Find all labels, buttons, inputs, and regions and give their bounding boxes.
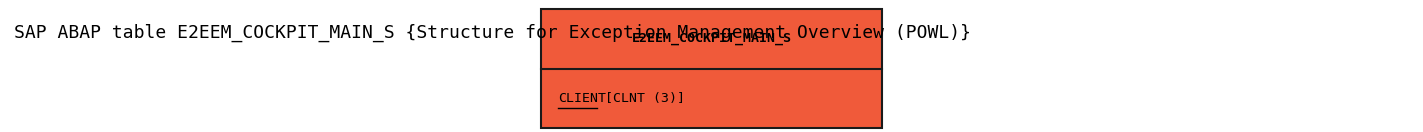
FancyBboxPatch shape xyxy=(541,9,882,128)
Text: CLIENT: CLIENT xyxy=(558,92,606,105)
Text: E2EEM_COCKPIT_MAIN_S: E2EEM_COCKPIT_MAIN_S xyxy=(632,32,791,45)
Text: [CLNT (3)]: [CLNT (3)] xyxy=(596,92,684,105)
Text: SAP ABAP table E2EEM_COCKPIT_MAIN_S {Structure for Exception Management Overview: SAP ABAP table E2EEM_COCKPIT_MAIN_S {Str… xyxy=(14,24,972,42)
